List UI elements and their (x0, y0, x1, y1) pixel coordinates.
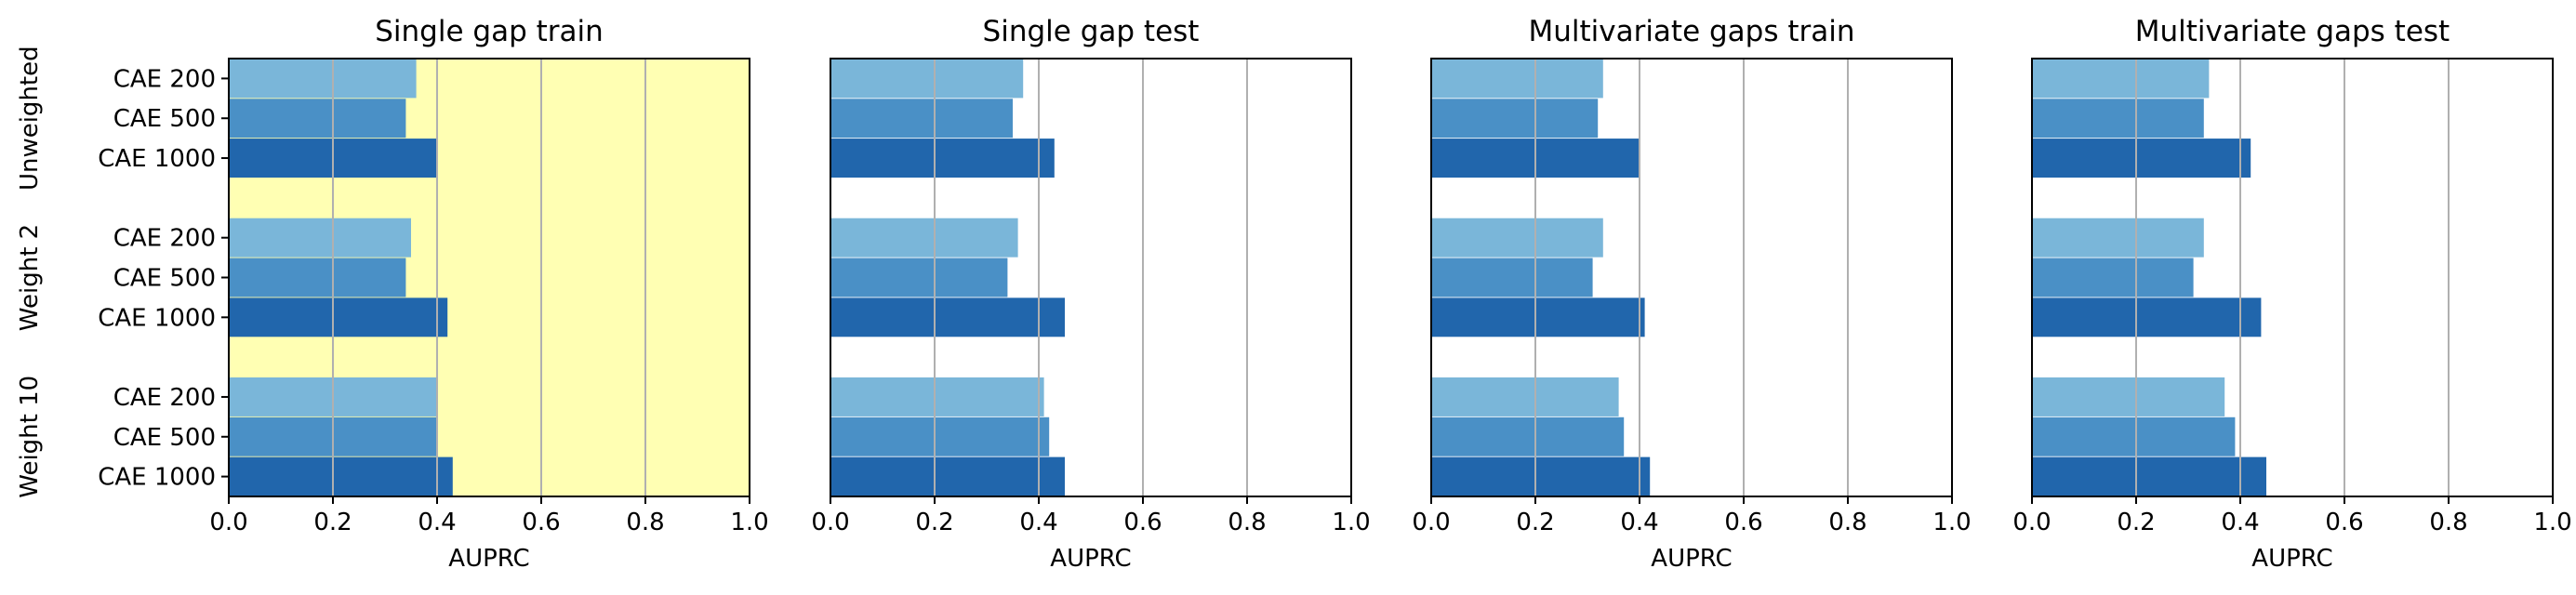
x-tick-label: 0.4 (418, 509, 456, 536)
panel-frame (1430, 58, 1953, 497)
bar-unweighted-cae-200 (229, 59, 417, 99)
y-tick-label: CAE 200 (113, 65, 216, 93)
panel-title: Single gap test (983, 15, 1200, 48)
x-tick-label: 0.8 (2429, 509, 2467, 536)
bar-weight-2-cae-200 (1431, 218, 1603, 258)
bar-weight-2-cae-200 (830, 218, 1018, 258)
panel-frame (2031, 58, 2554, 497)
y-tick-label: CAE 1000 (98, 145, 216, 173)
panel-title: Single gap train (375, 15, 604, 48)
bar-weight-2-cae-1000 (229, 298, 448, 337)
bar-weight-2-cae-500 (830, 258, 1008, 298)
bar-weight-10-cae-200 (2032, 377, 2225, 416)
x-tick-label: 0.4 (2221, 509, 2259, 536)
x-axis-label: AUPRC (2251, 545, 2332, 573)
x-tick-label: 0.2 (915, 509, 953, 536)
y-tick-label: CAE 1000 (98, 464, 216, 492)
panel-title: Multivariate gaps test (2135, 15, 2450, 48)
bar-weight-10-cae-1000 (229, 456, 453, 496)
bar-unweighted-cae-200 (2032, 59, 2210, 99)
x-axis-label: AUPRC (1050, 545, 1131, 573)
x-tick-label: 0.6 (1724, 509, 1762, 536)
y-tick-label: CAE 500 (113, 265, 216, 293)
x-tick-label: 1.0 (1332, 509, 1370, 536)
x-tick-label: 0.0 (1412, 509, 1450, 536)
panel-4: 0.0 0.2 0.4 0.6 0.8 1.0 AUPRC Multivariate gaps… (2012, 15, 2571, 573)
panel-frame (830, 58, 1352, 497)
panel-1: 0.0 0.2 0.4 0.6 0.8 1.0 AUPRC Single gap train C… (16, 15, 769, 573)
bar-weight-10-cae-1000 (2032, 456, 2266, 496)
y-tick-label: CAE 200 (113, 384, 216, 412)
bar-weight-2-cae-500 (2032, 258, 2194, 298)
y-tick-label: CAE 1000 (98, 304, 216, 332)
bar-weight-10-cae-200 (830, 377, 1044, 416)
bar-weight-10-cae-1000 (830, 456, 1065, 496)
bar-weight-2-cae-500 (229, 258, 406, 298)
x-tick-label: 0.2 (313, 509, 352, 536)
bar-weight-2-cae-200 (229, 218, 411, 258)
y-tick-label: CAE 200 (113, 225, 216, 253)
bar-unweighted-cae-500 (830, 99, 1013, 139)
x-tick-label: 1.0 (2533, 509, 2571, 536)
x-tick-label: 1.0 (730, 509, 768, 536)
bar-unweighted-cae-500 (2032, 99, 2204, 139)
panel-2: 0.0 0.2 0.4 0.6 0.8 1.0 AUPRC Single gap test (811, 15, 1370, 573)
bar-unweighted-cae-200 (830, 59, 1024, 99)
group-label: Unweighted (16, 46, 44, 191)
panel-3: 0.0 0.2 0.4 0.6 0.8 1.0 AUPRC Multivariate gaps… (1412, 15, 1971, 573)
bar-weight-2-cae-200 (2032, 218, 2204, 258)
x-tick-label: 0.0 (811, 509, 849, 536)
bar-unweighted-cae-500 (229, 99, 406, 139)
x-tick-label: 0.8 (1228, 509, 1266, 536)
panel-title: Multivariate gaps train (1528, 15, 1854, 48)
bar-weight-2-cae-1000 (830, 298, 1065, 337)
x-tick-label: 0.2 (1516, 509, 1554, 536)
x-tick-label: 1.0 (1932, 509, 1971, 536)
y-tick-label: CAE 500 (113, 105, 216, 133)
x-tick-label: 0.6 (1123, 509, 1162, 536)
x-tick-label: 0.2 (2117, 509, 2155, 536)
bar-weight-2-cae-1000 (1431, 298, 1645, 337)
x-tick-label: 0.0 (209, 509, 247, 536)
x-axis-label: AUPRC (448, 545, 529, 573)
bar-unweighted-cae-1000 (830, 139, 1055, 178)
x-tick-label: 0.4 (1019, 509, 1057, 536)
x-tick-label: 0.6 (2325, 509, 2363, 536)
y-tick-label: CAE 500 (113, 424, 216, 452)
group-label: Weight 10 (16, 376, 44, 498)
bar-weight-2-cae-1000 (2032, 298, 2262, 337)
group-label: Weight 2 (16, 224, 44, 331)
x-tick-label: 0.6 (522, 509, 560, 536)
bar-weight-10-cae-500 (830, 416, 1050, 456)
x-tick-label: 0.8 (1828, 509, 1866, 536)
x-axis-label: AUPRC (1651, 545, 1732, 573)
x-tick-label: 0.4 (1620, 509, 1658, 536)
x-tick-label: 0.8 (626, 509, 664, 536)
bar-weight-10-cae-200 (1431, 377, 1619, 416)
bar-weight-10-cae-500 (2032, 416, 2236, 456)
bar-weight-10-cae-500 (1431, 416, 1625, 456)
bar-unweighted-cae-200 (1431, 59, 1603, 99)
bar-unweighted-cae-500 (1431, 99, 1599, 139)
bar-weight-10-cae-1000 (1431, 456, 1651, 496)
bar-unweighted-cae-1000 (2032, 139, 2251, 178)
x-tick-label: 0.0 (2012, 509, 2051, 536)
bar-weight-2-cae-500 (1431, 258, 1593, 298)
